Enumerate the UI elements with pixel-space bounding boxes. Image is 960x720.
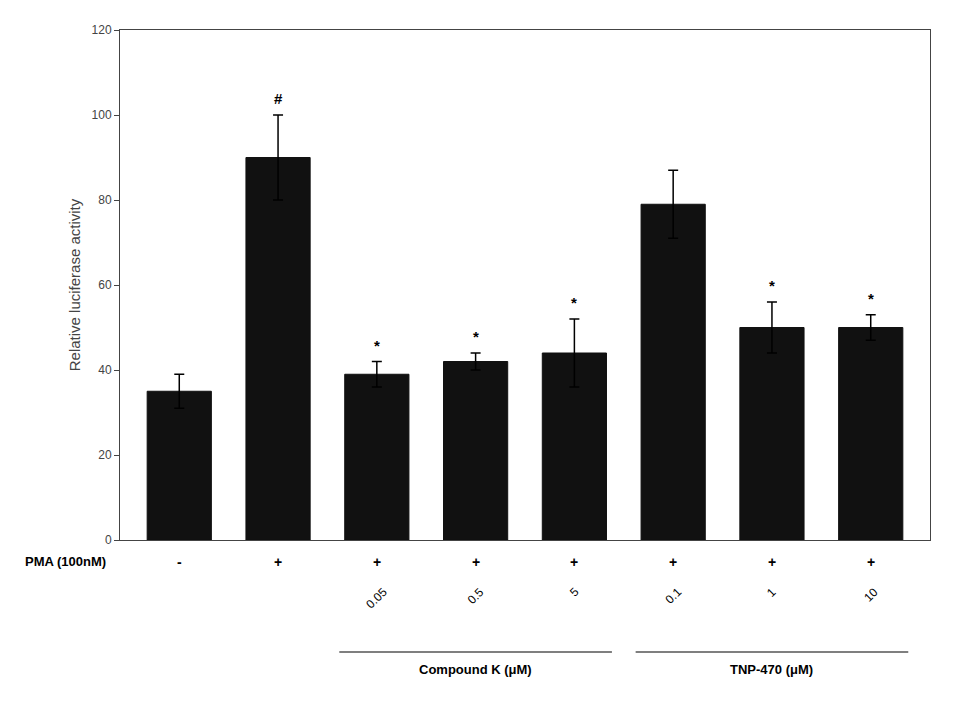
svg-text:100: 100 [92, 108, 112, 122]
svg-text:60: 60 [98, 278, 112, 292]
svg-text:5: 5 [567, 585, 582, 600]
svg-text:10: 10 [861, 585, 881, 605]
svg-text:+: + [274, 554, 282, 570]
svg-text:*: * [868, 290, 874, 307]
svg-text:+: + [570, 554, 578, 570]
svg-text:20: 20 [98, 448, 112, 462]
svg-text:80: 80 [98, 193, 112, 207]
svg-text:*: * [571, 294, 577, 311]
svg-text:+: + [867, 554, 875, 570]
svg-text:#: # [274, 90, 283, 107]
svg-text:+: + [373, 554, 381, 570]
svg-text:0.1: 0.1 [663, 585, 685, 607]
svg-text:*: * [769, 277, 775, 294]
svg-text:Relative luciferase activity: Relative luciferase activity [66, 198, 83, 371]
svg-text:+: + [669, 554, 677, 570]
svg-text:120: 120 [92, 23, 112, 37]
svg-text:TNP-470 (μM): TNP-470 (μM) [730, 662, 813, 677]
svg-text:*: * [473, 328, 479, 345]
svg-text:0.05: 0.05 [363, 585, 390, 612]
svg-text:1: 1 [764, 585, 779, 600]
svg-text:0.5: 0.5 [465, 585, 487, 607]
svg-text:+: + [472, 554, 480, 570]
svg-text:PMA (100nM): PMA (100nM) [25, 554, 106, 569]
svg-text:+: + [768, 554, 776, 570]
svg-text:-: - [177, 554, 182, 570]
svg-text:*: * [374, 337, 380, 354]
svg-text:Compound K (μM): Compound K (μM) [419, 662, 532, 677]
svg-text:40: 40 [98, 363, 112, 377]
svg-text:0: 0 [105, 533, 112, 547]
